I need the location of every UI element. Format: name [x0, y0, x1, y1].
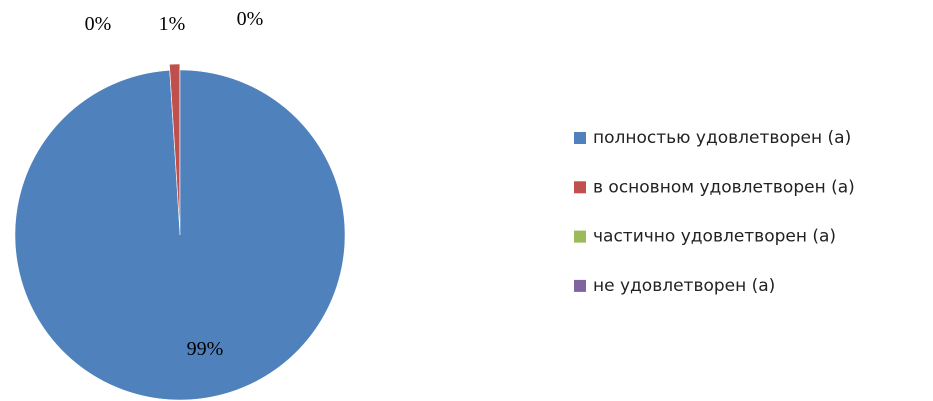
legend-label: полностью удовлетворен (а)	[593, 128, 851, 148]
legend-swatch	[574, 132, 586, 144]
legend-label: частично удовлетворен (а)	[593, 227, 836, 247]
legend-label: не удовлетворен (а)	[593, 276, 775, 296]
data-label: 0%	[85, 13, 112, 35]
legend-label: в основном удовлетворен (а)	[593, 177, 855, 197]
pie-slice	[14, 69, 346, 401]
legend-swatch	[574, 181, 586, 194]
legend-swatch	[574, 230, 586, 243]
data-label: 99%	[187, 338, 224, 360]
legend-swatch	[574, 279, 586, 292]
data-label: 0%	[237, 8, 264, 30]
data-label: 1%	[159, 13, 186, 35]
pie-slice	[169, 63, 181, 230]
